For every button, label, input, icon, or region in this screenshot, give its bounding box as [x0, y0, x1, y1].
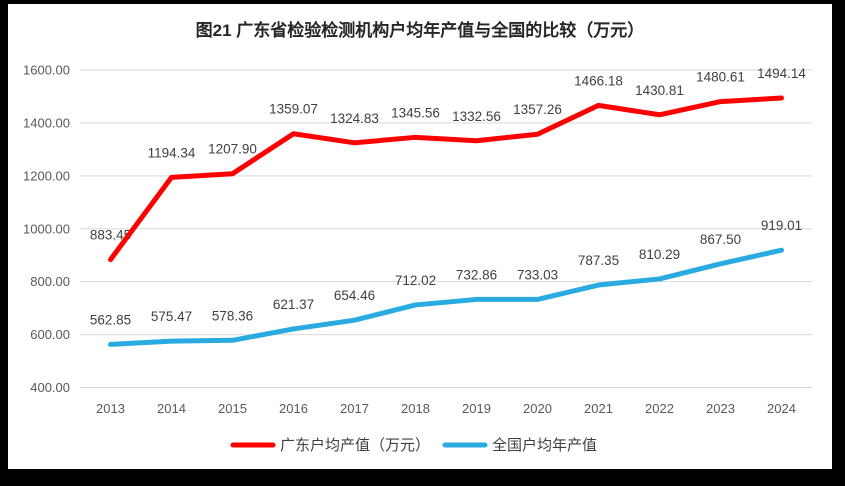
y-tick-label: 400.00	[30, 380, 70, 395]
data-label-series-0: 1332.56	[452, 109, 501, 124]
data-label-series-1: 919.01	[761, 218, 802, 233]
data-label-series-1: 562.85	[90, 312, 131, 327]
x-tick-label: 2013	[96, 401, 125, 416]
data-label-series-1: 787.35	[578, 253, 619, 268]
x-tick-label: 2019	[462, 401, 491, 416]
data-label-series-1: 733.03	[517, 267, 558, 282]
data-label-series-0: 1324.83	[330, 111, 379, 126]
x-tick-label: 2017	[340, 401, 369, 416]
legend-label-guangdong: 广东户均产值（万元）	[280, 437, 430, 454]
data-label-series-1: 810.29	[639, 247, 680, 262]
x-tick-label: 2023	[706, 401, 735, 416]
data-label-series-1: 621.37	[273, 297, 314, 312]
data-label-series-1: 578.36	[212, 308, 253, 323]
legend-label-national: 全国户均年产值	[492, 436, 597, 454]
x-tick-label: 2015	[218, 401, 247, 416]
line-chart: 图21 广东省检验检测机构户均年产值与全国的比较（万元） 400.00 600.0…	[23, 20, 812, 454]
y-tick-label: 600.00	[30, 327, 70, 342]
y-tick-label: 1600.00	[23, 63, 70, 78]
data-label-series-0: 883.45	[90, 228, 131, 243]
x-tick-label: 2014	[157, 401, 186, 416]
x-tick-label: 2021	[584, 401, 613, 416]
x-tick-label: 2022	[645, 401, 674, 416]
data-label-series-0: 1430.81	[635, 83, 684, 98]
data-label-series-0: 1494.14	[757, 66, 806, 81]
data-label-series-0: 1480.61	[696, 70, 745, 85]
series-line-0	[108, 95, 784, 263]
data-label-series-1: 712.02	[395, 273, 436, 288]
data-label-series-0: 1357.26	[513, 102, 562, 117]
plot-area: 400.00 600.00 800.00 1000.00 1200.00 1400.00 1…	[23, 63, 812, 416]
x-tick-label: 2016	[279, 401, 308, 416]
chart-panel: 图21 广东省检验检测机构户均年产值与全国的比较（万元） 400.00 600.0…	[8, 4, 832, 469]
y-tick-label: 800.00	[30, 274, 70, 289]
data-label-series-0: 1207.90	[208, 142, 257, 157]
data-label-series-1: 654.46	[334, 288, 375, 303]
y-tick-label: 1400.00	[23, 115, 70, 130]
data-label-series-0: 1194.34	[148, 145, 196, 160]
x-tick-label: 2018	[401, 401, 430, 416]
data-label-series-0: 1359.07	[269, 102, 318, 117]
data-label-series-0: 1345.56	[391, 105, 440, 120]
chart-title: 图21 广东省检验检测机构户均年产值与全国的比较（万元）	[196, 20, 645, 40]
y-tick-label: 1000.00	[23, 221, 70, 236]
data-label-series-1: 732.86	[456, 267, 497, 282]
data-label-series-1: 575.47	[151, 309, 192, 324]
y-tick-label: 1200.00	[23, 168, 70, 183]
x-tick-label: 2020	[523, 401, 552, 416]
legend: 广东户均产值（万元） 全国户均年产值	[230, 436, 597, 454]
x-tick-label: 2024	[767, 401, 796, 416]
data-label-series-0: 1466.18	[574, 73, 623, 88]
data-label-series-1: 867.50	[700, 232, 741, 247]
series-line-1	[108, 247, 784, 347]
